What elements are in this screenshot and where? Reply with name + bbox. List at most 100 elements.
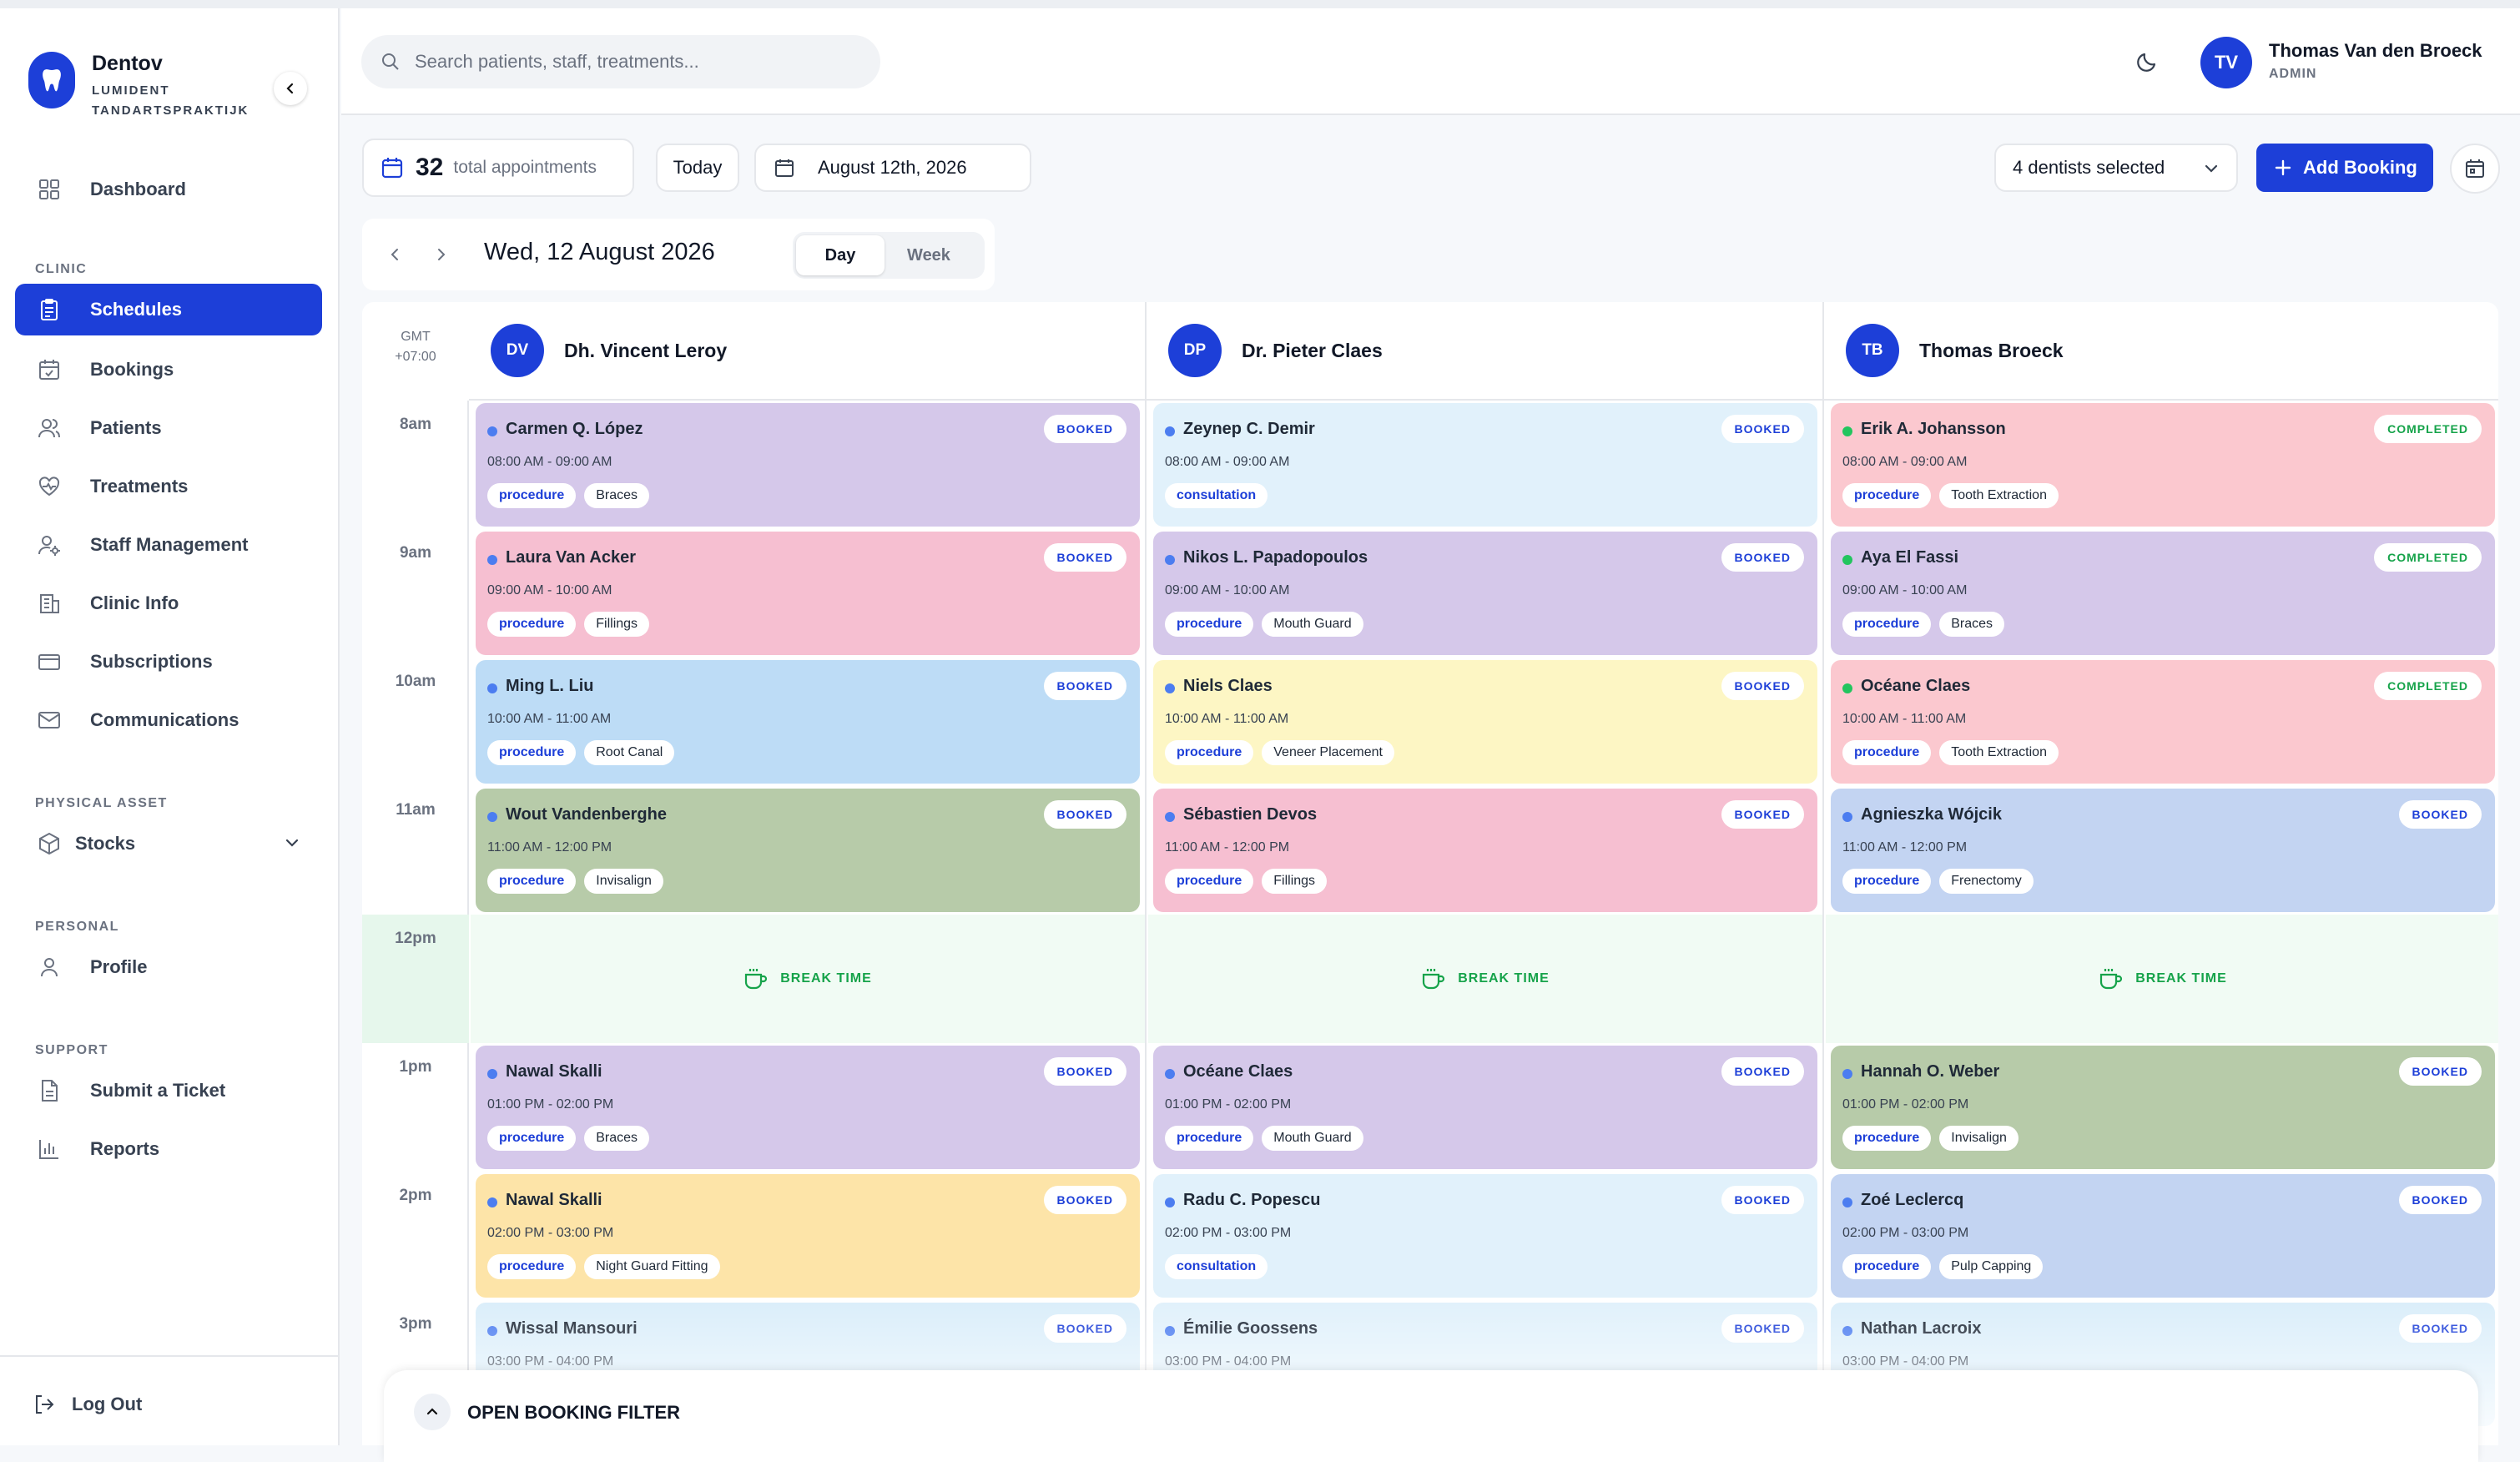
patient-name: Zeynep C. Demir [1183, 420, 1315, 438]
nav-bookings-label: Bookings [90, 359, 174, 380]
appointment-card[interactable]: Nikos L. Papadopoulos 09:00 AM - 10:00 AM… [1153, 532, 1817, 655]
patient-name: Niels Claes [1183, 677, 1273, 695]
appointment-time: 11:00 AM - 12:00 PM [1842, 840, 1968, 855]
appointment-tags: procedure Braces [1842, 612, 2013, 637]
user-role: ADMIN [2269, 67, 2317, 81]
brand: Dentov LUMIDENT TANDARTSPRAKTIJK [28, 47, 259, 121]
status-badge: BOOKED [1721, 415, 1804, 443]
dentist-name: Thomas Broeck [1919, 339, 2064, 361]
open-booking-filter-label: OPEN BOOKING FILTER [467, 1402, 681, 1423]
appointment-tags: procedure Frenectomy [1842, 869, 2042, 894]
appointment-card[interactable]: Aya El Fassi 09:00 AM - 10:00 AM COMPLETED… [1831, 532, 2495, 655]
logout-icon [33, 1394, 55, 1415]
nav-profile[interactable]: Profile [15, 941, 322, 993]
status-dot [1165, 426, 1175, 436]
nav-reports[interactable]: Reports [15, 1123, 322, 1175]
date-navigator: Wed, 12 August 2026 Day Week [362, 219, 995, 290]
appointment-time: 02:00 PM - 03:00 PM [1842, 1226, 1969, 1240]
chevron-left-icon [286, 83, 294, 94]
treatment-tag: Invisalign [1939, 1126, 2019, 1151]
previous-day-button[interactable] [382, 242, 407, 267]
status-dot [487, 1197, 497, 1207]
nav-submit-ticket[interactable]: Submit a Ticket [15, 1065, 322, 1117]
patient-name: Laura Van Acker [506, 548, 637, 567]
appointment-card[interactable]: Ming L. Liu 10:00 AM - 11:00 AM BOOKED proc… [476, 660, 1140, 784]
status-badge: BOOKED [1043, 672, 1126, 700]
appointment-card[interactable]: Nawal Skalli 02:00 PM - 03:00 PM BOOKED pro… [476, 1174, 1140, 1298]
appointment-time: 01:00 PM - 02:00 PM [1842, 1097, 1969, 1112]
appointment-card[interactable]: Océane Claes 01:00 PM - 02:00 PM BOOKED pro… [1153, 1046, 1817, 1169]
appointment-card[interactable]: Carmen Q. López 08:00 AM - 09:00 AM BOOKED… [476, 403, 1140, 527]
today-button[interactable]: Today [656, 144, 739, 192]
nav-bookings[interactable]: Bookings [15, 344, 322, 396]
nav-clinic-info[interactable]: Clinic Info [15, 577, 322, 629]
status-dot [487, 555, 497, 565]
open-booking-filter-bar[interactable]: OPEN BOOKING FILTER [384, 1370, 2478, 1462]
dentist-select[interactable]: 4 dentists selected [1994, 144, 2238, 192]
search-input[interactable] [415, 51, 849, 73]
patient-name: Radu C. Popescu [1183, 1191, 1321, 1209]
appointment-type-tag: procedure [1165, 869, 1254, 894]
appointment-time: 01:00 PM - 02:00 PM [487, 1097, 614, 1112]
appointment-tags: procedure Invisalign [487, 869, 672, 894]
nav-subscriptions-label: Subscriptions [90, 651, 213, 672]
nav-communications-label: Communications [90, 709, 239, 730]
date-picker[interactable]: August 12th, 2026 [754, 144, 1031, 192]
treatment-tag: Fillings [584, 612, 650, 637]
time-label: 8am [399, 416, 432, 433]
tab-day[interactable]: Day [796, 235, 885, 275]
appointment-card[interactable]: Erik A. Johansson 08:00 AM - 09:00 AM COMP… [1831, 403, 2495, 527]
patient-name: Nawal Skalli [506, 1062, 602, 1081]
appointment-card[interactable]: Zoé Leclercq 02:00 PM - 03:00 PM BOOKED pro… [1831, 1174, 2495, 1298]
calendar-view-button[interactable] [2450, 144, 2500, 194]
appointment-tags: consultation [1165, 1254, 1276, 1279]
search-box [361, 35, 880, 88]
next-day-button[interactable] [429, 242, 454, 267]
time-label: 12pm [395, 930, 436, 947]
break-time-label: BREAK TIME [2135, 971, 2227, 986]
tab-week[interactable]: Week [907, 245, 950, 265]
appointment-card[interactable]: Agnieszka Wójcik 11:00 AM - 12:00 PM BOOKE… [1831, 789, 2495, 912]
timezone-label: GMT +07:00 [362, 327, 469, 367]
logout-button[interactable]: Log Out [33, 1394, 142, 1415]
appointment-tags: procedure Fillings [487, 612, 658, 637]
nav-subscriptions[interactable]: Subscriptions [15, 636, 322, 688]
appointment-card[interactable]: Sébastien Devos 11:00 AM - 12:00 PM BOOKED… [1153, 789, 1817, 912]
status-dot [1842, 1069, 1852, 1079]
nav-staff-management[interactable]: Staff Management [15, 519, 322, 571]
appointment-type-tag: procedure [487, 1254, 577, 1279]
patient-name: Erik A. Johansson [1861, 420, 2006, 438]
dark-mode-toggle[interactable] [2127, 42, 2167, 82]
logout-label: Log Out [72, 1394, 143, 1414]
treatment-tag: Night Guard Fitting [584, 1254, 720, 1279]
time-column: 8am 9am 10am 11am 12pm 1pm 2pm 3pm [362, 401, 469, 1445]
nav-patients[interactable]: Patients [15, 402, 322, 454]
mail-icon [35, 706, 63, 734]
nav-treatments[interactable]: Treatments [15, 461, 322, 512]
appointment-card[interactable]: Wout Vandenberghe 11:00 AM - 12:00 PM BOOK… [476, 789, 1140, 912]
appointment-card[interactable]: Radu C. Popescu 02:00 PM - 03:00 PM BOOKED… [1153, 1174, 1817, 1298]
nav-dashboard[interactable]: Dashboard [15, 164, 322, 215]
user-avatar[interactable]: TV [2200, 37, 2252, 88]
appointment-card[interactable]: Océane Claes 10:00 AM - 11:00 AM COMPLETED… [1831, 660, 2495, 784]
appointment-card[interactable]: Niels Claes 10:00 AM - 11:00 AM BOOKED proc… [1153, 660, 1817, 784]
appointment-card[interactable]: Nawal Skalli 01:00 PM - 02:00 PM BOOKED pro… [476, 1046, 1140, 1169]
status-dot [1842, 683, 1852, 693]
user-cog-icon [35, 531, 63, 559]
nav-communications[interactable]: Communications [15, 694, 322, 746]
timezone-line-1: GMT [401, 330, 431, 344]
calendar-icon [381, 156, 404, 179]
appointment-card[interactable]: Laura Van Acker 09:00 AM - 10:00 AM BOOKED… [476, 532, 1140, 655]
nav-stocks[interactable]: Stocks [15, 818, 322, 870]
appointment-type-tag: procedure [1842, 1254, 1932, 1279]
appointment-card[interactable]: Zeynep C. Demir 08:00 AM - 09:00 AM BOOKED… [1153, 403, 1817, 527]
chevron-down-icon [2203, 160, 2220, 177]
collapse-sidebar-button[interactable] [274, 72, 307, 105]
nav-schedules[interactable]: Schedules [15, 284, 322, 335]
appointment-tags: procedure Night Guard Fitting [487, 1254, 728, 1279]
appointment-tags: procedure Tooth Extraction [1842, 483, 2067, 508]
nav-section-personal: PERSONAL [35, 920, 119, 934]
add-booking-button[interactable]: Add Booking [2256, 144, 2433, 192]
appointment-type-tag: procedure [1165, 1126, 1254, 1151]
appointment-card[interactable]: Hannah O. Weber 01:00 PM - 02:00 PM BOOKED… [1831, 1046, 2495, 1169]
